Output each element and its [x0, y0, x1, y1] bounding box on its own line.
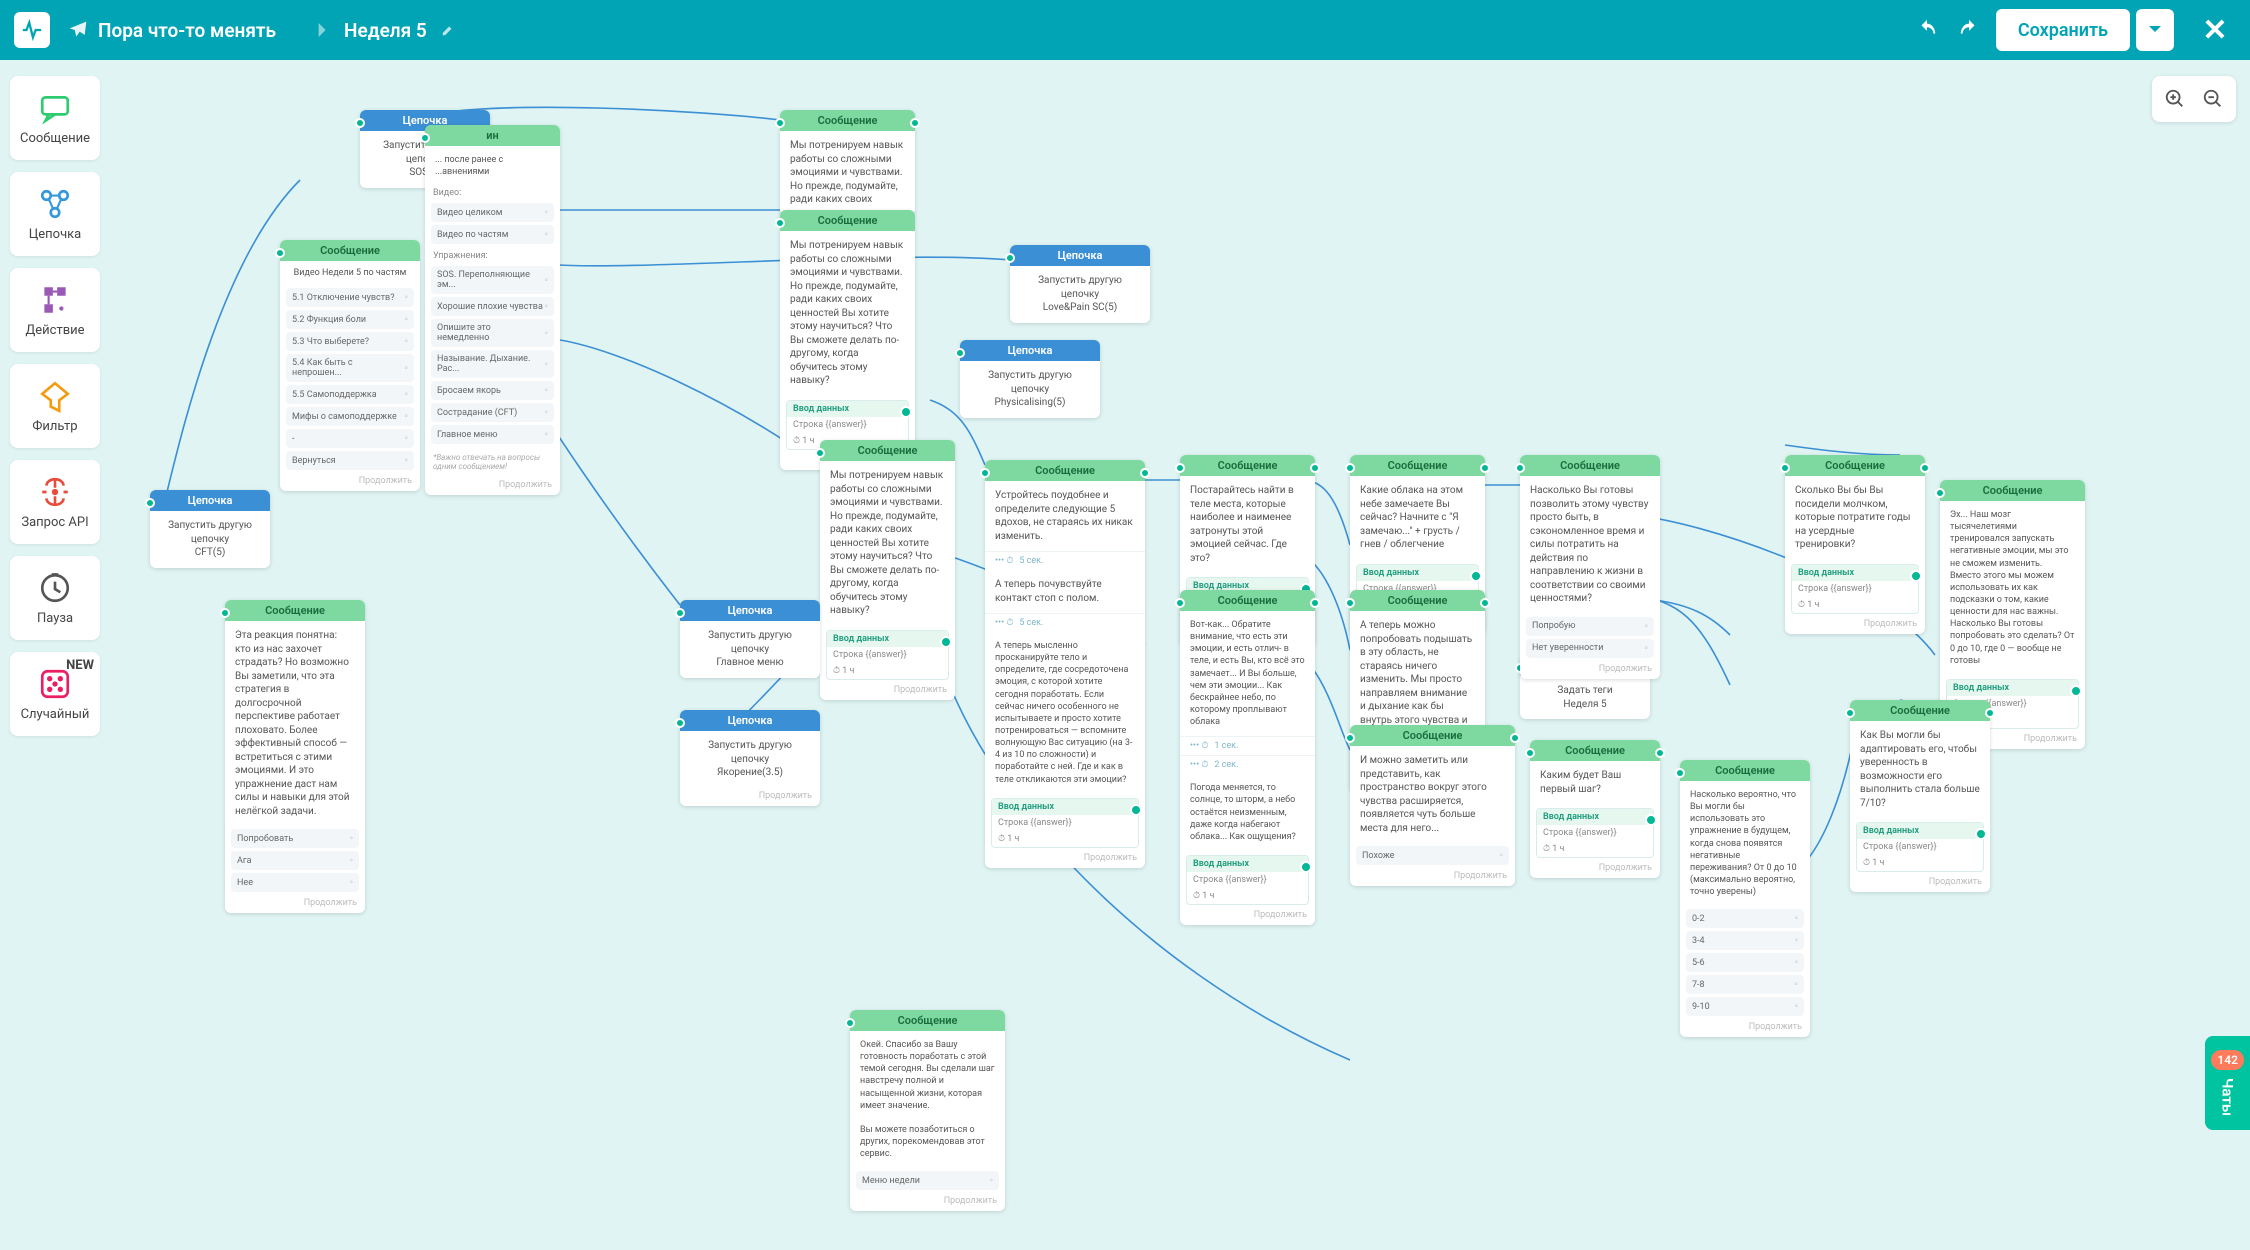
undo-button[interactable]	[1906, 9, 1948, 51]
redo-button[interactable]	[1948, 9, 1990, 51]
node-option[interactable]: -	[286, 429, 414, 448]
node-msg-exercises[interactable]: ин ... после ранее с ...авнениями Видео:…	[425, 125, 560, 495]
zoom-out-button[interactable]	[2196, 82, 2230, 116]
node-option[interactable]: Называние. Дыхание. Рас...	[431, 350, 554, 378]
zoom-in-button[interactable]	[2158, 82, 2192, 116]
node-option[interactable]: Бросаем якорь	[431, 381, 554, 400]
node-msg-strategy[interactable]: Сообщение Эта реакция понятна: кто из на…	[225, 600, 365, 913]
action-icon	[38, 283, 72, 317]
undo-icon	[1916, 19, 1938, 41]
sidebar-label: Запрос API	[21, 515, 88, 530]
node-option[interactable]: Вернуться	[286, 451, 414, 470]
node-chain-love[interactable]: Цепочка Запустить другую цепочку Love&Pa…	[1010, 245, 1150, 323]
node-option[interactable]: 3-4	[1686, 931, 1804, 950]
filter-icon	[38, 379, 72, 413]
flow-canvas[interactable]: Цепочка Запустить другую цепочку SOS(5) …	[0, 60, 2250, 1250]
node-chain-mainmenu[interactable]: Цепочка Запустить другую цепочку Главное…	[680, 600, 820, 678]
chats-label: Чаты	[2219, 1078, 2237, 1116]
node-option[interactable]: Сострадание (CFT)	[431, 403, 554, 422]
node-msg-notice[interactable]: Сообщение Вот-как... Обратите внимание, …	[1180, 590, 1315, 925]
node-msg-train1[interactable]: Сообщение Мы потренируем навык работы со…	[780, 110, 915, 215]
new-badge: NEW	[66, 658, 94, 673]
node-msg-future[interactable]: Сообщение Насколько вероятно, что Вы мог…	[1680, 760, 1810, 1037]
breadcrumb: Неделя 5	[316, 19, 455, 42]
sidebar-label: Действие	[25, 323, 84, 338]
telegram-icon	[68, 20, 88, 40]
zoom-in-icon	[2164, 88, 2186, 110]
node-option[interactable]: 5-6	[1686, 953, 1804, 972]
bot-name[interactable]: Пора что-то менять	[68, 19, 276, 42]
node-msg-train2[interactable]: Сообщение Мы потренируем навык работы со…	[780, 210, 915, 470]
sidebar-label: Сообщение	[20, 131, 90, 146]
sidebar-item-action[interactable]: Действие	[10, 268, 100, 352]
chain-icon	[38, 187, 72, 221]
pause-icon	[38, 571, 72, 605]
node-option[interactable]: Мифы о самоподдержке	[286, 407, 414, 426]
sidebar-item-message[interactable]: Сообщение	[10, 76, 100, 160]
save-button[interactable]: Сохранить	[1996, 9, 2130, 51]
api-icon	[38, 475, 72, 509]
node-option[interactable]: Главное меню	[431, 425, 554, 444]
sidebar-label: Цепочка	[29, 227, 82, 242]
sidebar-item-pause[interactable]: Пауза	[10, 556, 100, 640]
chats-count-badge: 142	[2211, 1050, 2244, 1070]
node-msg-step[interactable]: Сообщение Каким будет Ваш первый шаг? Вв…	[1530, 740, 1660, 878]
node-option[interactable]: 5.1 Отключение чувств?	[286, 288, 414, 307]
close-button[interactable]: ✕	[2194, 9, 2236, 51]
sidebar-item-filter[interactable]: Фильтр	[10, 364, 100, 448]
node-msg-minutes[interactable]: Сообщение Сколько Вы бы Вы посидели молч…	[1785, 455, 1925, 634]
chevron-right-icon	[316, 23, 330, 37]
node-header: Сообщение	[280, 240, 420, 261]
sidebar-label: Фильтр	[32, 419, 77, 434]
node-option[interactable]: SOS. Переполняющие эм...	[431, 266, 554, 294]
node-option[interactable]: 5.4 Как быть с непрошен...	[286, 354, 414, 382]
node-msg-videolist[interactable]: Сообщение Видео Недели 5 по частям 5.1 О…	[280, 240, 420, 491]
node-option[interactable]: Видео целиком	[431, 203, 554, 222]
pulse-icon	[21, 19, 43, 41]
node-option[interactable]: 7-8	[1686, 975, 1804, 994]
bot-name-text: Пора что-то менять	[98, 19, 276, 42]
logo[interactable]	[14, 12, 50, 48]
node-body: ... после ранее с ...авнениями	[425, 146, 560, 186]
node-msg-ready[interactable]: Сообщение Насколько Вы готовы позволить …	[1520, 455, 1660, 679]
sidebar-item-chain[interactable]: Цепочка	[10, 172, 100, 256]
redo-icon	[1958, 19, 1980, 41]
chevron-down-icon	[2149, 24, 2161, 36]
sidebar-item-random[interactable]: Случайный NEW	[10, 652, 100, 736]
node-option[interactable]: 0-2	[1686, 909, 1804, 928]
node-msg-settle[interactable]: Сообщение Устройтесь поудобнее и определ…	[985, 460, 1145, 868]
node-msg-thanks[interactable]: Сообщение Окей. Спасибо за Вашу готовнос…	[850, 1010, 1005, 1211]
sidebar-label: Случайный	[21, 707, 90, 722]
node-chain-cft[interactable]: Цепочка Запустить другую цепочку CFT(5)	[150, 490, 270, 568]
node-option[interactable]: 9-10	[1686, 997, 1804, 1016]
save-dropdown[interactable]	[2136, 9, 2174, 51]
zoom-controls	[2152, 76, 2236, 122]
chats-tab[interactable]: 142 Чаты	[2205, 1036, 2250, 1130]
node-msg-train3[interactable]: Сообщение Мы потренируем навык работы со…	[820, 440, 955, 700]
breadcrumb-label[interactable]: Неделя 5	[344, 19, 427, 42]
node-option[interactable]: Видео по частям	[431, 225, 554, 244]
node-option[interactable]: Опишите это немедленно	[431, 319, 554, 347]
sidebar-item-api[interactable]: Запрос API	[10, 460, 100, 544]
node-option[interactable]: Хорошие плохие чувства	[431, 297, 554, 316]
node-header: ин	[425, 125, 560, 146]
node-option[interactable]: 5.2 Функция боли	[286, 310, 414, 329]
zoom-out-icon	[2202, 88, 2224, 110]
node-chain-anchor[interactable]: Цепочка Запустить другую цепочку Якорени…	[680, 710, 820, 806]
node-option[interactable]: 5.3 Что выберете?	[286, 332, 414, 351]
node-option[interactable]: 5.5 Самоподдержка	[286, 385, 414, 404]
tool-sidebar: Сообщение Цепочка Действие Фильтр Запрос API…	[10, 76, 100, 736]
node-msg-space[interactable]: Сообщение И можно заметить или представи…	[1350, 725, 1515, 886]
edit-icon[interactable]	[441, 23, 455, 37]
sidebar-label: Пауза	[37, 611, 73, 626]
message-icon	[38, 91, 72, 125]
node-chain-phys[interactable]: Цепочка Запустить другую цепочку Physica…	[960, 340, 1100, 418]
node-msg-adapt[interactable]: Сообщение Как Вы могли бы адаптировать е…	[1850, 700, 1990, 892]
app-header: Пора что-то менять Неделя 5 Сохранить ✕	[0, 0, 2250, 60]
